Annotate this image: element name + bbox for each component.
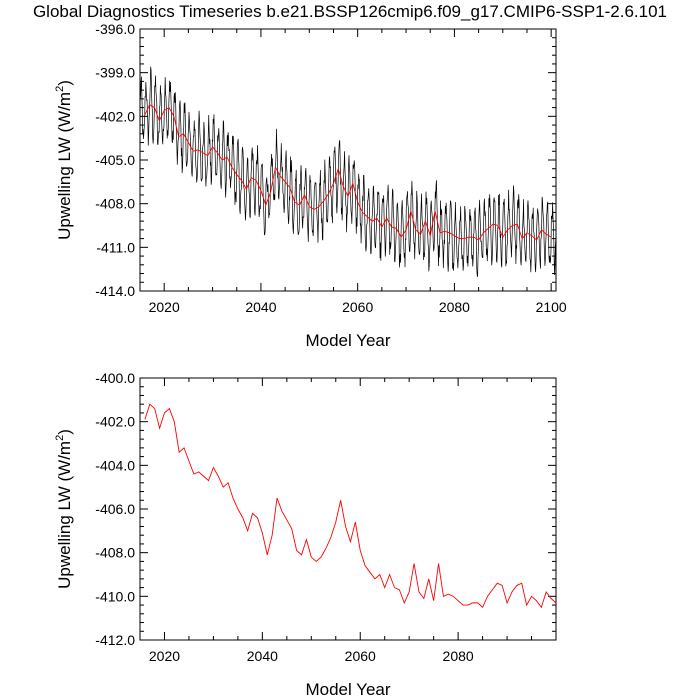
y-tick-label: -406.0 (95, 501, 135, 517)
x-tick-label: 2040 (247, 648, 278, 664)
x-tick-label: 2040 (245, 299, 276, 315)
y-ticks-bottom: -412.0 -410.0 -408.0 -406.0 -404.0 -402.0 -400… (95, 370, 556, 648)
annual-mean-line (144, 403, 557, 609)
monthly-series-line (139, 66, 557, 278)
x-tick-label: 2080 (439, 299, 470, 315)
x-tick-label: 2060 (345, 648, 376, 664)
x-tick-label: 2080 (443, 648, 474, 664)
series-annual-bottom (144, 403, 557, 609)
figure-title: Global Diagnostics Timeseries b.e21.BSSP… (32, 2, 668, 21)
y-axis-label-top-main: Upwelling LW (W/m (55, 92, 74, 240)
x-tick-label: 2100 (536, 299, 567, 315)
y-tick-label: -411.0 (96, 239, 135, 255)
y-ticks-top: -414.0 -411.0 -408.0 -405.0 -402.0 -399.0 -396… (95, 21, 556, 299)
plot-frame-bottom (139, 377, 557, 641)
y-tick-label: -408.0 (95, 545, 135, 561)
y-axis-label-bottom-sup: 2 (54, 435, 66, 441)
y-axis-label-bottom: Upwelling LW (W/m2) (54, 429, 74, 589)
y-tick-label: -414.0 (95, 283, 135, 299)
y-axis-label-bottom-close: ) (55, 429, 74, 435)
y-axis-label-top-sup: 2 (54, 86, 66, 92)
chart-bottom: -412.0 -410.0 -408.0 -406.0 -404.0 -402.0 -400… (54, 370, 557, 699)
x-tick-label: 2020 (149, 299, 180, 315)
y-tick-label: -410.0 (95, 588, 135, 604)
x-axis-label-bottom: Model Year (305, 680, 390, 699)
y-axis-label-top-close: ) (55, 80, 74, 86)
y-tick-label: -399.0 (95, 65, 135, 81)
chart-top: -414.0 -411.0 -408.0 -405.0 -402.0 -399.0 -396… (54, 21, 567, 350)
y-axis-label-top: Upwelling LW (W/m2) (54, 80, 74, 240)
y-tick-label: -396.0 (95, 21, 135, 37)
y-tick-label: -400.0 (95, 370, 135, 386)
y-tick-label: -402.0 (95, 414, 135, 430)
y-tick-label: -402.0 (95, 108, 135, 124)
series-monthly-top (139, 66, 557, 278)
y-tick-label: -408.0 (95, 196, 135, 212)
x-tick-label: 2020 (149, 648, 180, 664)
y-tick-label: -405.0 (95, 152, 135, 168)
y-tick-label: -412.0 (95, 632, 135, 648)
y-tick-label: -404.0 (95, 457, 135, 473)
annual-mean-line (144, 104, 552, 241)
x-axis-label-top: Model Year (305, 331, 390, 350)
x-ticks-bottom: 2020 2040 2060 2080 (139, 378, 557, 664)
x-ticks-top: 2020 2040 2060 2080 2100 (139, 29, 567, 315)
y-axis-label-bottom-main: Upwelling LW (W/m (55, 441, 74, 589)
x-tick-label: 2060 (342, 299, 373, 315)
series-annual-top (144, 104, 552, 241)
